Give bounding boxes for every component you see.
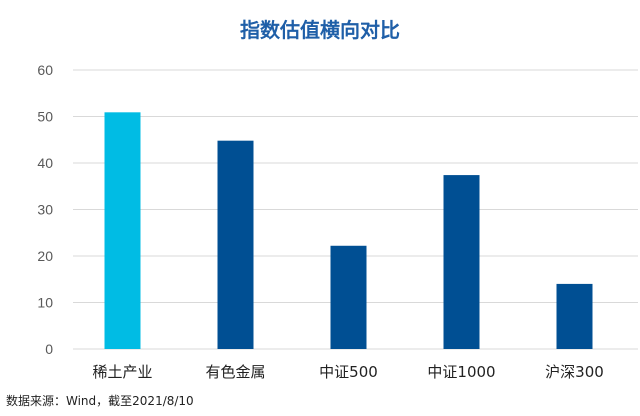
bar	[330, 245, 367, 349]
bar	[104, 112, 141, 349]
x-tick-label: 沪深300	[545, 363, 604, 381]
x-tick-label: 稀土产业	[92, 363, 152, 381]
x-tick-label: 中证500	[319, 363, 378, 381]
y-tick-label: 60	[37, 62, 53, 78]
y-tick-label: 30	[37, 202, 53, 218]
x-tick-label: 有色金属	[205, 363, 265, 381]
y-tick-label: 10	[37, 295, 53, 311]
y-tick-label: 20	[37, 248, 53, 264]
bar	[443, 175, 480, 349]
bar	[556, 283, 593, 349]
chart-title: 指数估值横向对比	[240, 18, 400, 42]
y-tick-label: 50	[37, 109, 53, 125]
y-tick-label: 40	[37, 155, 53, 171]
y-tick-label: 0	[45, 341, 53, 357]
bar	[217, 140, 254, 349]
source-note: 数据来源：Wind，截至2021/8/10	[6, 394, 194, 408]
x-tick-label: 中证1000	[427, 363, 495, 381]
